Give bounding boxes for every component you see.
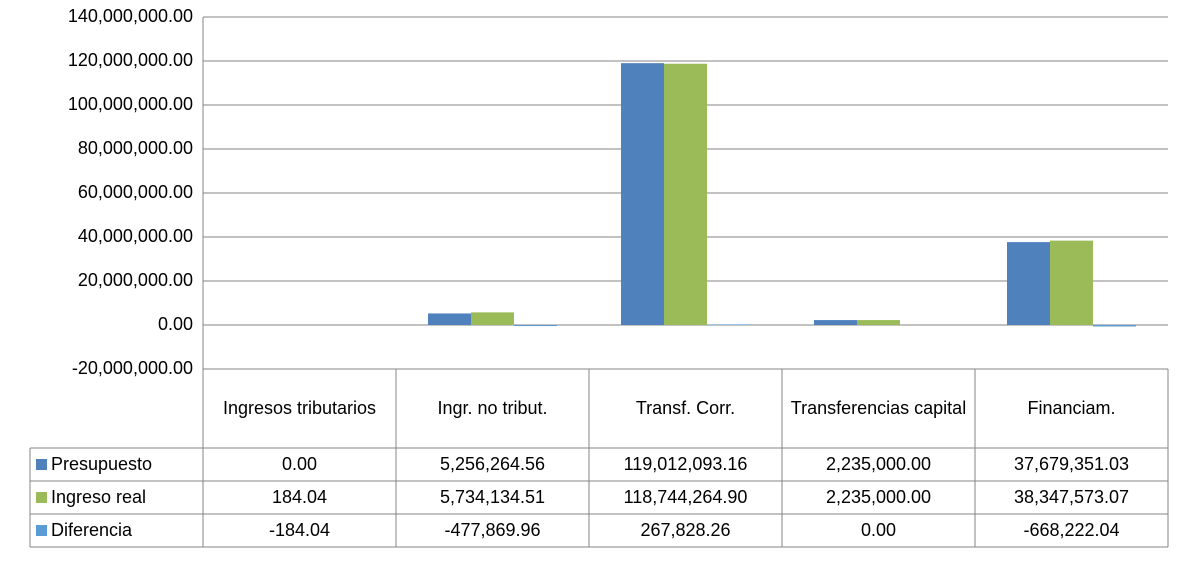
bar — [471, 312, 514, 325]
data-table-value: 267,828.26 — [640, 519, 731, 540]
bar — [1093, 325, 1136, 327]
y-tick-label: 60,000,000.00 — [78, 182, 193, 202]
legend-entry: Presupuesto — [30, 448, 203, 481]
y-tick-label: 20,000,000.00 — [78, 270, 193, 290]
y-tick-label: 40,000,000.00 — [78, 226, 193, 246]
legend-label: Ingreso real — [51, 486, 147, 507]
data-table-value: -184.04 — [268, 519, 331, 540]
data-table-value: 2,235,000.00 — [825, 453, 932, 474]
legend-key — [36, 492, 47, 503]
y-tick-label: 120,000,000.00 — [68, 50, 193, 70]
data-table-value: 184.04 — [271, 486, 328, 507]
y-tick-label: 140,000,000.00 — [68, 6, 193, 26]
y-tick-label: -20,000,000.00 — [72, 358, 193, 378]
data-table-value: 118,744,264.90 — [623, 486, 748, 507]
category-label: Transferencias capital — [790, 397, 967, 418]
data-table-value: 38,347,573.07 — [1013, 486, 1130, 507]
data-table-value: 119,012,093.16 — [623, 453, 748, 474]
data-table-value: 0.00 — [860, 519, 897, 540]
bar — [1007, 242, 1050, 325]
legend-entry: Ingreso real — [30, 481, 203, 514]
legend-entry: Diferencia — [30, 514, 203, 547]
y-tick-label: 0.00 — [158, 314, 193, 334]
data-table-value: 5,256,264.56 — [439, 453, 546, 474]
data-table-value: 0.00 — [281, 453, 318, 474]
bar — [857, 320, 900, 325]
category-label: Financiam. — [1027, 397, 1116, 418]
bar — [621, 63, 664, 325]
bar — [664, 63, 707, 325]
data-table-value: 5,734,134.51 — [439, 486, 546, 507]
legend-key — [36, 525, 47, 536]
y-tick-label: 100,000,000.00 — [68, 94, 193, 114]
bar — [707, 324, 750, 325]
legend-label: Presupuesto — [51, 453, 153, 474]
legend-key — [36, 459, 47, 470]
legend-label: Diferencia — [51, 519, 133, 540]
data-table-value: -477,869.96 — [444, 519, 541, 540]
category-label: Ingr. no tribut. — [437, 397, 548, 418]
bar — [514, 325, 557, 327]
data-table-value: 2,235,000.00 — [825, 486, 932, 507]
category-label: Ingresos tributarios — [222, 397, 377, 418]
category-label: Transf. Corr. — [635, 397, 736, 418]
bar — [428, 313, 471, 325]
data-table-value: 37,679,351.03 — [1013, 453, 1130, 474]
bar — [1050, 240, 1093, 325]
bar — [814, 320, 857, 325]
y-tick-label: 80,000,000.00 — [78, 138, 193, 158]
data-table-value: -668,222.04 — [1023, 519, 1120, 540]
